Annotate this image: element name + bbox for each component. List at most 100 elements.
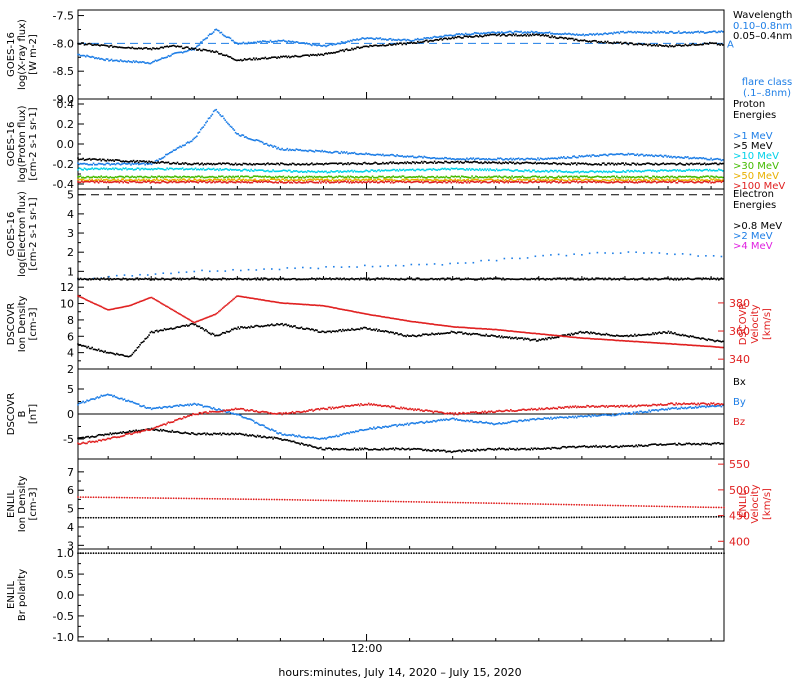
series-point-Ion-Density — [86, 346, 88, 349]
series-point-0-10-0-8nm — [348, 40, 351, 43]
series-point--10-MeV — [699, 169, 702, 172]
series-point--30-MeV — [256, 175, 259, 177]
series-point--0-8-MeV — [464, 277, 467, 280]
series-point--50-MeV — [568, 178, 570, 181]
series-point-0-10-0-8nm — [205, 37, 207, 40]
y-axis-label-xray: GOES-16 — [6, 32, 17, 77]
series-point--50-MeV — [237, 178, 240, 181]
series-point--100-MeV — [613, 181, 615, 184]
series-point-0-05-0-4nm — [569, 37, 572, 40]
series-point-0-10-0-8nm — [90, 56, 92, 59]
series-point--1-MeV — [130, 164, 132, 166]
series-point--5-MeV — [520, 162, 522, 165]
series-point--30-MeV — [343, 176, 345, 179]
series-point--100-MeV — [137, 181, 140, 184]
series-point--50-MeV — [165, 178, 167, 181]
series-point--5-MeV — [247, 163, 250, 166]
series-point--10-MeV — [665, 169, 667, 172]
series-point--1-MeV — [206, 120, 208, 123]
series-point--10-MeV — [378, 169, 380, 171]
series-point-0-05-0-4nm — [366, 45, 369, 48]
series-point--100-MeV — [499, 180, 502, 182]
series-point--5-MeV — [152, 161, 154, 164]
series-point--50-MeV — [677, 178, 680, 181]
series-point-Ion-Density — [402, 335, 405, 337]
series-point-0-05-0-4nm — [158, 47, 161, 50]
series-point--100-MeV — [366, 181, 369, 183]
series-point--50-MeV — [330, 179, 333, 182]
series-point--100-MeV — [140, 181, 143, 184]
series-point--10-MeV — [316, 171, 318, 174]
series-point-0-05-0-4nm — [312, 53, 314, 56]
series-point--5-MeV — [705, 163, 707, 166]
series-point-Ion-Density — [283, 323, 286, 326]
ytick-label-proton: 0.4 — [57, 98, 75, 111]
series-point-0-10-0-8nm — [157, 59, 159, 62]
series-point--5-MeV — [329, 162, 331, 165]
series-point--10-MeV — [521, 170, 524, 173]
series-point--50-MeV — [649, 178, 652, 180]
series-point--10-MeV — [427, 168, 429, 171]
series-point--30-MeV — [515, 175, 517, 178]
series-point-0-10-0-8nm — [335, 43, 338, 45]
series-point-0-10-0-8nm — [644, 31, 646, 34]
series-point--1-MeV — [703, 157, 706, 160]
series-point--50-MeV — [199, 178, 202, 181]
series-point-0-10-0-8nm — [267, 40, 269, 43]
series-point--100-MeV — [588, 180, 591, 183]
series-point--1-MeV — [634, 154, 636, 157]
series-point--0-8-MeV — [489, 277, 491, 280]
series-point-0-10-0-8nm — [161, 57, 163, 59]
series-point-0-05-0-4nm — [352, 48, 354, 51]
series-point--5-MeV — [86, 158, 88, 161]
series-point--30-MeV — [441, 176, 444, 179]
series-point--100-MeV — [644, 180, 646, 183]
series-point--10-MeV — [561, 171, 564, 173]
series-point--50-MeV — [121, 178, 123, 181]
series-point--0-8-MeV — [529, 278, 531, 281]
series-point-0-10-0-8nm — [312, 43, 314, 45]
series-point--1-MeV — [428, 156, 431, 159]
series-point-0-05-0-4nm — [615, 41, 618, 44]
series-point--30-MeV — [228, 175, 230, 178]
series-point--50-MeV — [529, 178, 531, 181]
series-point-0-10-0-8nm — [712, 30, 715, 33]
series-point--100-MeV — [507, 181, 510, 184]
series-point--30-MeV — [176, 176, 179, 178]
series-point--100-MeV — [473, 181, 476, 184]
series-point--30-MeV — [584, 175, 587, 178]
series-point-0-05-0-4nm — [246, 58, 249, 61]
series-point-0-10-0-8nm — [630, 30, 632, 33]
series-point--100-MeV — [252, 180, 255, 183]
series-point--5-MeV — [637, 163, 640, 166]
series-point--1-MeV — [387, 154, 389, 157]
series-point-0-05-0-4nm — [170, 45, 172, 48]
series-point--1-MeV — [438, 157, 441, 160]
series-point--100-MeV — [463, 180, 466, 183]
series-point--100-MeV — [251, 181, 254, 184]
series-point--5-MeV — [463, 161, 466, 164]
series-point--0-8-MeV — [497, 277, 499, 280]
series-point--5-MeV — [122, 160, 125, 162]
series-point--5-MeV — [193, 162, 196, 165]
series-point-0-10-0-8nm — [711, 30, 714, 33]
series-point-0-05-0-4nm — [556, 37, 559, 40]
series-point--10-MeV — [590, 170, 592, 172]
series-point-0-05-0-4nm — [499, 35, 502, 37]
series-point--50-MeV — [316, 178, 318, 180]
series-point--100-MeV — [313, 181, 316, 184]
series-point--1-MeV — [431, 157, 433, 160]
series-point--1-MeV — [361, 153, 364, 155]
series-point--10-MeV — [703, 169, 706, 171]
series-point-0-10-0-8nm — [130, 61, 132, 63]
series-point--30-MeV — [697, 177, 699, 179]
series-point-0-05-0-4nm — [659, 44, 662, 47]
series-point--0-8-MeV — [99, 279, 101, 281]
y-axis-label-proton: GOES-16 — [6, 122, 17, 167]
series-point--1-MeV — [245, 136, 247, 138]
series-point-0-10-0-8nm — [220, 31, 223, 34]
series-point--30-MeV — [370, 176, 373, 179]
series-point--10-MeV — [376, 169, 379, 172]
series-point-0-05-0-4nm — [553, 35, 556, 38]
series-point--0-8-MeV — [149, 279, 152, 281]
